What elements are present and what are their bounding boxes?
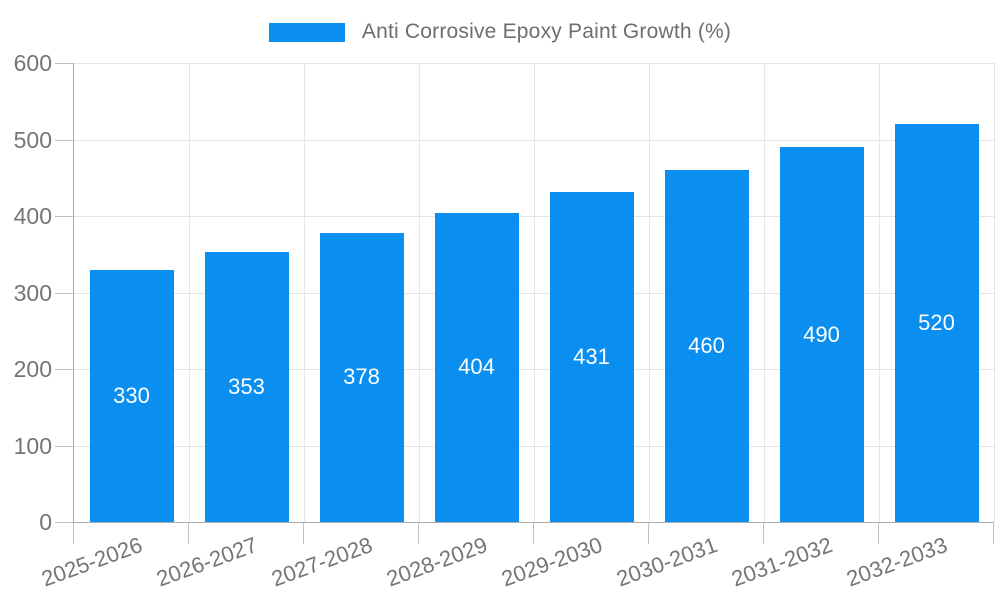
legend-label: Anti Corrosive Epoxy Paint Growth (%) bbox=[361, 20, 732, 43]
y-tick-mark bbox=[55, 216, 73, 217]
v-gridline bbox=[994, 63, 995, 522]
y-tick-mark bbox=[55, 139, 73, 141]
v-gridline bbox=[534, 63, 535, 522]
x-tick-mark bbox=[763, 523, 764, 544]
y-tick-mark bbox=[55, 369, 73, 370]
y-tick-label: 600 bbox=[13, 50, 52, 76]
plot-area: 330 353 378 404 431 460 490 520 bbox=[73, 63, 995, 523]
bar[interactable]: 378 bbox=[319, 232, 404, 522]
bar-value-label: 490 bbox=[803, 321, 840, 347]
bar[interactable]: 490 bbox=[779, 147, 864, 522]
x-tick-mark bbox=[648, 523, 649, 544]
y-tick-mark bbox=[55, 292, 73, 294]
bar[interactable]: 404 bbox=[434, 212, 519, 522]
bar-value-label: 378 bbox=[343, 364, 380, 390]
y-tick-label: 0 bbox=[39, 509, 52, 535]
v-gridline bbox=[764, 63, 765, 522]
x-tick-mark bbox=[993, 523, 994, 544]
y-tick-label: 300 bbox=[13, 279, 52, 306]
v-gridline bbox=[419, 63, 420, 522]
bar[interactable]: 460 bbox=[664, 170, 749, 522]
y-tick-label: 100 bbox=[13, 432, 52, 459]
bar[interactable]: 520 bbox=[894, 124, 979, 522]
x-tick-mark bbox=[533, 523, 534, 544]
bar-value-label: 460 bbox=[688, 333, 725, 359]
bar-value-label: 520 bbox=[918, 310, 955, 336]
bar-value-label: 431 bbox=[573, 344, 610, 370]
v-gridline bbox=[189, 63, 190, 522]
v-gridline bbox=[304, 63, 305, 522]
x-tick-mark bbox=[73, 523, 74, 544]
y-tick-label: 400 bbox=[13, 203, 52, 229]
x-tick-mark bbox=[878, 523, 879, 544]
legend-swatch bbox=[268, 22, 345, 42]
x-tick-mark bbox=[188, 523, 189, 544]
v-gridline bbox=[879, 63, 880, 522]
legend[interactable]: Anti Corrosive Epoxy Paint Growth (%) bbox=[0, 20, 1000, 44]
bar[interactable]: 330 bbox=[89, 269, 174, 522]
y-tick-mark bbox=[55, 445, 73, 447]
y-tick-label: 200 bbox=[13, 356, 52, 382]
v-gridline bbox=[649, 63, 650, 522]
bar-value-label: 353 bbox=[228, 373, 265, 399]
bar-value-label: 404 bbox=[458, 354, 495, 380]
bar-value-label: 330 bbox=[113, 382, 150, 408]
x-tick-mark bbox=[303, 523, 304, 544]
bar[interactable]: 431 bbox=[549, 192, 634, 522]
x-tick-mark bbox=[418, 523, 419, 544]
y-tick-label: 500 bbox=[13, 126, 52, 153]
bar[interactable]: 353 bbox=[204, 251, 289, 522]
y-tick-mark bbox=[55, 63, 73, 64]
y-tick-mark bbox=[55, 522, 73, 523]
